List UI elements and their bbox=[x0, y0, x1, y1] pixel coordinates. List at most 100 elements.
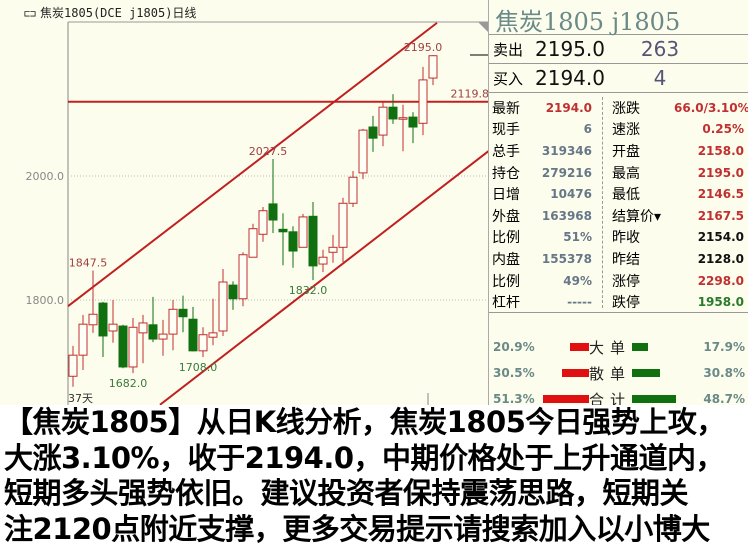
stat-value: 163968 bbox=[541, 208, 592, 223]
stat-label: 比例 bbox=[492, 273, 520, 290]
flow-label: 散单 bbox=[589, 365, 632, 383]
buy-bar bbox=[570, 343, 589, 351]
stat-row: 杠杆 ----- 跌停 1958.0 bbox=[489, 291, 748, 313]
stat-value: 0.25% bbox=[702, 122, 744, 137]
stat-label: 比例 bbox=[492, 230, 520, 247]
period-label: 37天 bbox=[68, 392, 93, 405]
corner-toggle-icon bbox=[478, 22, 490, 34]
quote-panel: 焦炭1805 j1805 卖出 2195.0 263 买入 2194.0 4 最新 219… bbox=[488, 0, 748, 409]
candle-body bbox=[238, 254, 248, 300]
stat-label[interactable]: 结算价▾ bbox=[612, 208, 662, 225]
stat-value: 49% bbox=[563, 273, 592, 288]
stat-value: 319346 bbox=[541, 143, 592, 158]
candle-body bbox=[128, 326, 138, 368]
stat-row: 日增 10476 最低 2146.5 bbox=[489, 183, 748, 205]
candle-body bbox=[198, 334, 208, 352]
buy-percent: 20.9% bbox=[493, 340, 535, 354]
sell-percent: 30.8% bbox=[703, 366, 745, 380]
channel-line bbox=[67, 22, 438, 307]
candle-body bbox=[298, 216, 308, 248]
stat-label: 昨结 bbox=[612, 251, 640, 268]
stat-value: 155378 bbox=[541, 251, 592, 266]
candle-body bbox=[428, 55, 438, 79]
candle-body bbox=[208, 332, 218, 338]
price-annotation: 1682.0 bbox=[109, 377, 148, 390]
candle-body bbox=[248, 228, 258, 258]
stat-value: 2167.5 bbox=[697, 208, 744, 223]
stat-row: 持仓 279216 最高 2195.0 bbox=[489, 162, 748, 184]
price-annotation: 2195.0 bbox=[404, 41, 443, 54]
ask-label: 卖出 bbox=[493, 40, 524, 59]
stat-value: 66.0/3.10% bbox=[674, 100, 748, 115]
candle-body bbox=[98, 302, 108, 337]
stat-row: 比例 49% 涨停 2298.0 bbox=[489, 270, 748, 292]
candle-body bbox=[148, 324, 158, 340]
flow-label: 合计 bbox=[589, 391, 632, 409]
candle-body bbox=[408, 116, 418, 128]
candle-body bbox=[378, 106, 388, 136]
candle-body bbox=[88, 313, 98, 326]
kline-chart[interactable]: ⊏⊐ 焦炭1805(DCE j1805)日线 2000.0 1800.0 2119.8… bbox=[0, 0, 490, 405]
candle-body bbox=[218, 281, 228, 332]
candle-body bbox=[68, 354, 78, 377]
stat-row: 外盘 163968 结算价▾ 2167.5 bbox=[489, 205, 748, 227]
candle-body bbox=[78, 323, 88, 356]
candle-body bbox=[288, 231, 298, 252]
y-tick-label: 2000.0 bbox=[26, 170, 65, 183]
flow-label: 大单 bbox=[589, 339, 632, 357]
bid-price: 2194.0 bbox=[535, 66, 605, 90]
sell-bar bbox=[632, 343, 649, 351]
candle-body bbox=[368, 126, 378, 139]
stat-row: 最新 2194.0 涨跌 66.0/3.10% bbox=[489, 97, 748, 119]
stat-label: 最高 bbox=[612, 165, 640, 182]
menu-icon[interactable]: ⊏⊐ bbox=[24, 9, 37, 20]
commentary-line: 大涨3.10%，收于2194.0，中期价格处于上升通道内， bbox=[4, 440, 725, 475]
stat-label: 速涨 bbox=[612, 122, 640, 139]
stat-value: 2146.5 bbox=[697, 187, 744, 202]
buy-bar bbox=[561, 369, 589, 377]
candle-body bbox=[318, 256, 328, 265]
candle-body bbox=[308, 215, 318, 267]
candle-body bbox=[418, 79, 428, 124]
candle-body bbox=[258, 210, 268, 235]
stat-label: 开盘 bbox=[612, 143, 640, 160]
flow-row: 20.9% 大单 17.9% bbox=[489, 337, 748, 357]
price-annotation: 1832.0 bbox=[289, 284, 328, 297]
stat-label: 涨跌 bbox=[612, 100, 640, 117]
ask-volume: 263 bbox=[640, 37, 680, 61]
candle-body bbox=[348, 176, 358, 204]
stat-value: 6 bbox=[583, 122, 592, 137]
buy-percent: 51.3% bbox=[493, 392, 535, 406]
stat-label: 杠杆 bbox=[492, 295, 520, 312]
candle-body bbox=[108, 323, 118, 332]
sell-bar bbox=[632, 369, 660, 377]
candle-body bbox=[338, 202, 348, 248]
ask-row[interactable]: 卖出 2195.0 263 bbox=[489, 35, 748, 64]
candle-body bbox=[188, 318, 198, 352]
candle-body bbox=[168, 308, 178, 335]
flow-row: 51.3% 合计 48.7% bbox=[489, 389, 748, 409]
support-line-label: 2119.8 bbox=[451, 88, 490, 101]
contract-title: 焦炭1805 j1805 bbox=[489, 0, 748, 36]
stat-value: 51% bbox=[563, 230, 592, 245]
commentary-line: 短期多头强势依旧。建议投资者保持震荡思路，短期关 bbox=[4, 476, 689, 510]
stat-label: 最新 bbox=[492, 100, 520, 117]
stat-label: 持仓 bbox=[492, 165, 520, 182]
sell-bar bbox=[632, 395, 676, 403]
stat-value: 2158.0 bbox=[697, 143, 744, 158]
chart-title: ⊏⊐ 焦炭1805(DCE j1805)日线 bbox=[24, 4, 196, 21]
stat-label: 最低 bbox=[612, 187, 640, 204]
candle-body bbox=[328, 246, 338, 253]
bid-row[interactable]: 买入 2194.0 4 bbox=[489, 64, 748, 93]
stat-row: 比例 51% 昨收 2154.0 bbox=[489, 227, 748, 249]
buy-percent: 30.5% bbox=[493, 366, 535, 380]
candle-body bbox=[278, 228, 288, 233]
stat-value: 2298.0 bbox=[697, 273, 744, 288]
stat-label: 总手 bbox=[492, 143, 520, 160]
candle-body bbox=[388, 106, 398, 120]
stat-value: 10476 bbox=[550, 187, 592, 202]
stat-label: 跌停 bbox=[612, 295, 640, 312]
sell-percent: 48.7% bbox=[703, 392, 745, 406]
candle-body bbox=[158, 333, 168, 340]
commentary: 【焦炭1805】从日K线分析，焦炭1805今日强势上攻， 大涨3.10%，收于2… bbox=[0, 405, 748, 547]
